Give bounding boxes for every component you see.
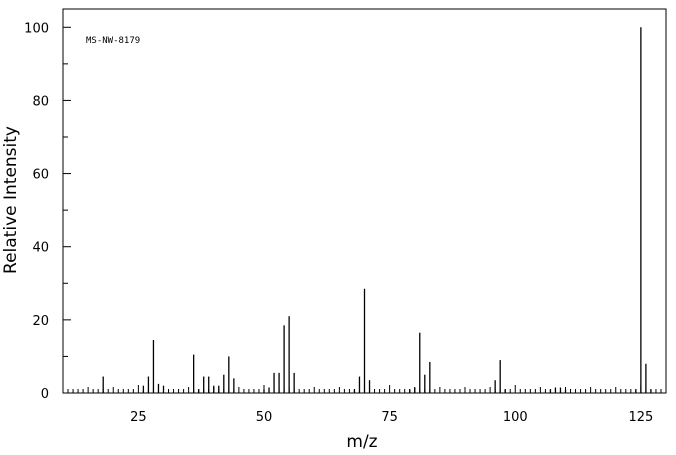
y-tick-labels: 0 20 40 60 80 100 <box>24 21 49 402</box>
peaks <box>102 27 652 393</box>
x-tick-label: 75 <box>381 410 398 425</box>
x-tick-label: 100 <box>503 410 528 425</box>
y-tick-label: 20 <box>32 314 49 329</box>
x-tick-label: 50 <box>256 410 273 425</box>
x-axis-title: m/z <box>346 432 377 452</box>
x-tick-label: 125 <box>628 410 653 425</box>
x-tick-labels: 25 50 75 100 125 <box>130 410 653 425</box>
y-ticks <box>63 26 71 357</box>
y-tick-label: 100 <box>24 21 49 36</box>
y-tick-label: 40 <box>32 241 49 256</box>
y-tick-label: 60 <box>32 168 49 183</box>
y-tick-label: 0 <box>41 387 49 402</box>
y-tick-label: 80 <box>32 94 49 109</box>
y-axis-title: Relative Intensity <box>1 126 21 274</box>
x-tick-label: 25 <box>130 410 147 425</box>
spectrum-id-annotation: MS-NW-8179 <box>86 36 140 46</box>
